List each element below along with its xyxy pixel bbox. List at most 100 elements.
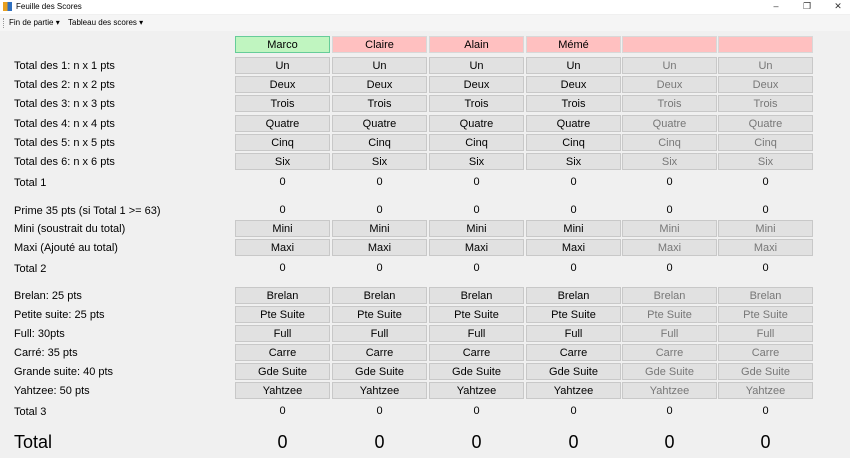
score-button-six[interactable]: Six [526,153,621,170]
score-button-yahtzee[interactable]: Yahtzee [332,382,427,399]
score-button-cinq[interactable]: Cinq [622,134,717,151]
close-button[interactable]: ✕ [834,1,842,11]
player-name-1[interactable]: Marco [235,36,330,53]
score-button-deux[interactable]: Deux [235,76,330,93]
score-button-trois[interactable]: Trois [429,95,524,112]
score-button-six[interactable]: Six [235,153,330,170]
score-button-brelan[interactable]: Brelan [429,287,524,304]
score-button-brelan[interactable]: Brelan [235,287,330,304]
score-button-full[interactable]: Full [526,325,621,342]
score-button-deux[interactable]: Deux [526,76,621,93]
score-button-carre[interactable]: Carre [429,344,524,361]
score-value: 0 [376,405,383,417]
score-button-maxi[interactable]: Maxi [429,239,524,256]
score-button-yahtzee[interactable]: Yahtzee [622,382,717,399]
score-button-yahtzee[interactable]: Yahtzee [235,382,330,399]
score-button-mini[interactable]: Mini [429,220,524,237]
player-name-3[interactable]: Alain [429,36,524,53]
score-button-pte-suite[interactable]: Pte Suite [622,306,717,323]
score-button-trois[interactable]: Trois [622,95,717,112]
score-button-deux[interactable]: Deux [622,76,717,93]
score-button-carre[interactable]: Carre [332,344,427,361]
score-button-gde-suite[interactable]: Gde Suite [622,363,717,380]
score-button-six[interactable]: Six [622,153,717,170]
score-button-mini[interactable]: Mini [718,220,813,237]
score-button-pte-suite[interactable]: Pte Suite [718,306,813,323]
score-button-full[interactable]: Full [718,325,813,342]
score-button-carre[interactable]: Carre [622,344,717,361]
score-button-pte-suite[interactable]: Pte Suite [429,306,524,323]
score-button-full[interactable]: Full [622,325,717,342]
score-button-maxi[interactable]: Maxi [235,239,330,256]
score-button-cinq[interactable]: Cinq [526,134,621,151]
row-label-total-des-6-n-x-6-pts: Total des 6: n x 6 pts [14,156,115,168]
score-button-gde-suite[interactable]: Gde Suite [235,363,330,380]
score-button-gde-suite[interactable]: Gde Suite [332,363,427,380]
score-button-yahtzee[interactable]: Yahtzee [718,382,813,399]
score-button-maxi[interactable]: Maxi [622,239,717,256]
score-button-un[interactable]: Un [718,57,813,74]
row-label-mini-soustrait-du-total: Mini (soustrait du total) [14,223,126,235]
score-button-un[interactable]: Un [235,57,330,74]
score-button-cinq[interactable]: Cinq [718,134,813,151]
score-button-cinq[interactable]: Cinq [429,134,524,151]
player-name-5[interactable] [622,36,717,53]
score-button-pte-suite[interactable]: Pte Suite [332,306,427,323]
score-button-cinq[interactable]: Cinq [332,134,427,151]
score-button-un[interactable]: Un [622,57,717,74]
player-name-2[interactable]: Claire [332,36,427,53]
row-label-prime-35-pts-si-total-1-63: Prime 35 pts (si Total 1 >= 63) [14,205,161,217]
player-name-6[interactable] [718,36,813,53]
score-button-quatre[interactable]: Quatre [429,115,524,132]
score-button-six[interactable]: Six [718,153,813,170]
score-button-trois[interactable]: Trois [235,95,330,112]
score-button-gde-suite[interactable]: Gde Suite [526,363,621,380]
score-button-deux[interactable]: Deux [429,76,524,93]
score-button-carre[interactable]: Carre [526,344,621,361]
score-button-trois[interactable]: Trois [718,95,813,112]
score-button-trois[interactable]: Trois [526,95,621,112]
score-button-mini[interactable]: Mini [332,220,427,237]
score-button-gde-suite[interactable]: Gde Suite [429,363,524,380]
score-value: 0 [277,432,288,452]
score-button-maxi[interactable]: Maxi [526,239,621,256]
score-button-trois[interactable]: Trois [332,95,427,112]
score-button-brelan[interactable]: Brelan [332,287,427,304]
score-button-six[interactable]: Six [429,153,524,170]
score-button-quatre[interactable]: Quatre [526,115,621,132]
score-button-deux[interactable]: Deux [332,76,427,93]
score-button-carre[interactable]: Carre [235,344,330,361]
score-button-un[interactable]: Un [526,57,621,74]
score-button-maxi[interactable]: Maxi [718,239,813,256]
score-button-full[interactable]: Full [332,325,427,342]
score-button-pte-suite[interactable]: Pte Suite [526,306,621,323]
score-button-yahtzee[interactable]: Yahtzee [526,382,621,399]
score-button-un[interactable]: Un [429,57,524,74]
score-button-brelan[interactable]: Brelan [718,287,813,304]
score-button-carre[interactable]: Carre [718,344,813,361]
score-button-pte-suite[interactable]: Pte Suite [235,306,330,323]
score-button-full[interactable]: Full [429,325,524,342]
score-button-mini[interactable]: Mini [235,220,330,237]
player-name-4[interactable]: Mémé [526,36,621,53]
restore-button[interactable]: ❐ [802,1,812,11]
score-button-full[interactable]: Full [235,325,330,342]
score-button-brelan[interactable]: Brelan [526,287,621,304]
score-button-quatre[interactable]: Quatre [622,115,717,132]
score-button-yahtzee[interactable]: Yahtzee [429,382,524,399]
score-button-six[interactable]: Six [332,153,427,170]
menu-fin-de-partie[interactable]: Fin de partie ▾ [9,18,60,27]
menu-tableau-des-scores[interactable]: Tableau des scores ▾ [68,18,144,27]
score-button-cinq[interactable]: Cinq [235,134,330,151]
score-button-gde-suite[interactable]: Gde Suite [718,363,813,380]
score-button-mini[interactable]: Mini [526,220,621,237]
score-button-maxi[interactable]: Maxi [332,239,427,256]
score-button-quatre[interactable]: Quatre [718,115,813,132]
score-button-brelan[interactable]: Brelan [622,287,717,304]
score-button-un[interactable]: Un [332,57,427,74]
score-button-mini[interactable]: Mini [622,220,717,237]
score-button-quatre[interactable]: Quatre [332,115,427,132]
score-button-quatre[interactable]: Quatre [235,115,330,132]
minimize-button[interactable]: – [773,1,779,11]
score-button-deux[interactable]: Deux [718,76,813,93]
